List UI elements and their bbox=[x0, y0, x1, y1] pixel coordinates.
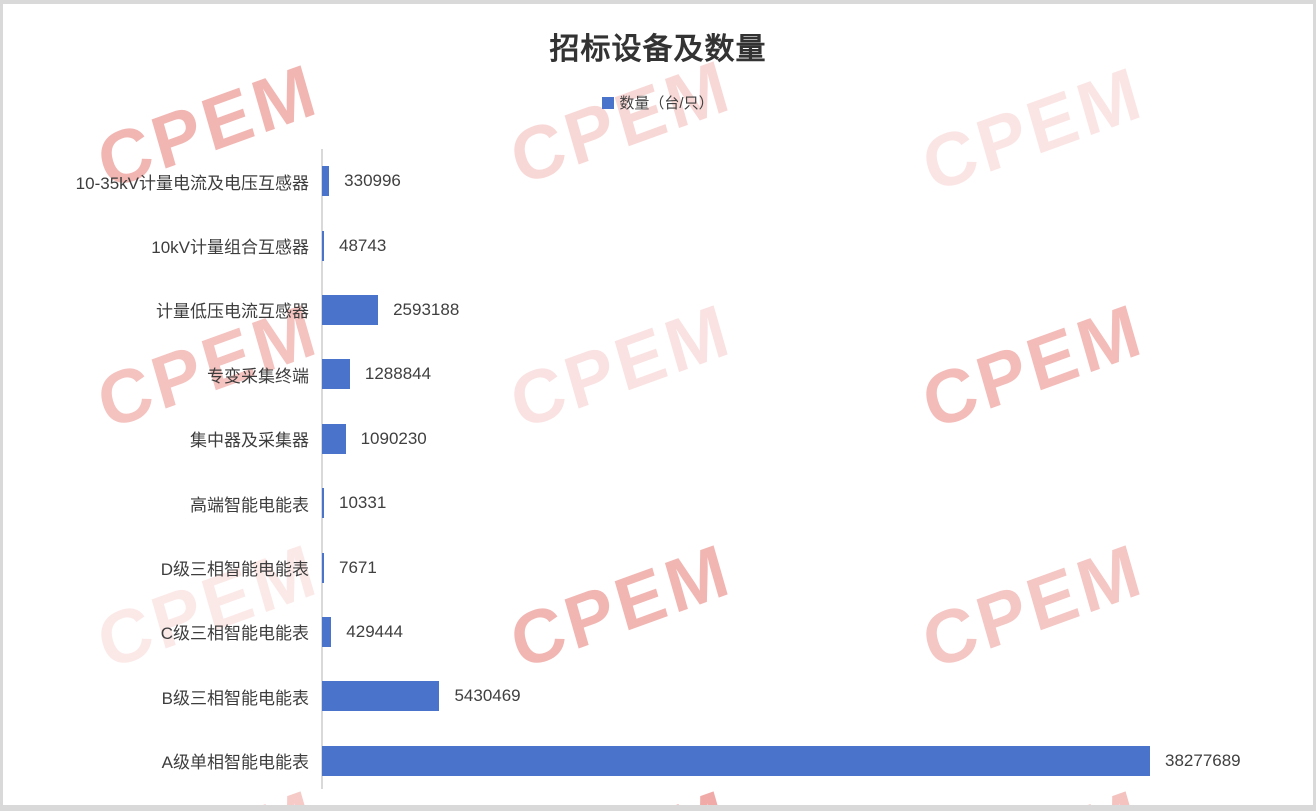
category-label: 高端智能电能表 bbox=[190, 495, 309, 515]
bar-row: C级三相智能电能表 429444 bbox=[3, 600, 1313, 664]
category-label: 计量低压电流互感器 bbox=[156, 302, 309, 322]
bar bbox=[322, 359, 350, 390]
legend-swatch bbox=[602, 97, 615, 109]
plot-area: 10-35kV计量电流及电压互感器 330996 10kV计量组合互感器 48743 计… bbox=[3, 4, 1313, 805]
bar-row: 10kV计量组合互感器 48743 bbox=[3, 213, 1313, 277]
bar-row: 集中器及采集器 1090230 bbox=[3, 407, 1313, 471]
category-label: B级三相智能电能表 bbox=[161, 688, 309, 708]
bar bbox=[322, 423, 346, 454]
bar-row: 高端智能电能表 10331 bbox=[3, 471, 1313, 535]
value-label: 429444 bbox=[346, 621, 404, 641]
bar bbox=[322, 745, 1150, 776]
value-label: 48743 bbox=[339, 235, 387, 255]
bar bbox=[322, 681, 440, 712]
bar-row: 10-35kV计量电流及电压互感器 330996 bbox=[3, 149, 1313, 213]
legend: 数量（台/只） bbox=[3, 92, 1313, 113]
bar bbox=[322, 552, 324, 583]
category-label: 专变采集终端 bbox=[207, 366, 309, 386]
category-label: A级单相智能电能表 bbox=[161, 753, 309, 773]
value-label: 10331 bbox=[339, 493, 387, 513]
category-label: 10-35kV计量电流及电压互感器 bbox=[75, 173, 309, 193]
value-label: 38277689 bbox=[1165, 750, 1241, 770]
y-axis-line bbox=[321, 149, 323, 789]
bar bbox=[322, 616, 332, 647]
category-label: 10kV计量组合互感器 bbox=[151, 238, 309, 258]
legend-label: 数量（台/只） bbox=[619, 95, 714, 112]
value-label: 1288844 bbox=[364, 364, 432, 384]
bar-row: 专变采集终端 1288844 bbox=[3, 342, 1313, 406]
value-label: 2593188 bbox=[393, 299, 460, 319]
bar bbox=[322, 488, 324, 519]
value-label: 7671 bbox=[339, 557, 377, 577]
chart-title: 招标设备及数量 bbox=[549, 33, 767, 66]
bar bbox=[322, 166, 330, 197]
value-label: 330996 bbox=[344, 171, 401, 191]
bar bbox=[322, 230, 324, 261]
value-label: 5430469 bbox=[454, 686, 521, 706]
bar-row: D级三相智能电能表 7671 bbox=[3, 535, 1313, 599]
bar-row: A级单相智能电能表 38277689 bbox=[3, 729, 1313, 793]
bar-row: 计量低压电流互感器 2593188 bbox=[3, 278, 1313, 342]
bar-row: B级三相智能电能表 5430469 bbox=[3, 664, 1313, 728]
bar bbox=[322, 294, 379, 325]
category-label: D级三相智能电能表 bbox=[160, 560, 309, 580]
value-label: 1090230 bbox=[360, 428, 427, 448]
category-label: 集中器及采集器 bbox=[190, 431, 309, 451]
category-label: C级三相智能电能表 bbox=[160, 624, 309, 644]
